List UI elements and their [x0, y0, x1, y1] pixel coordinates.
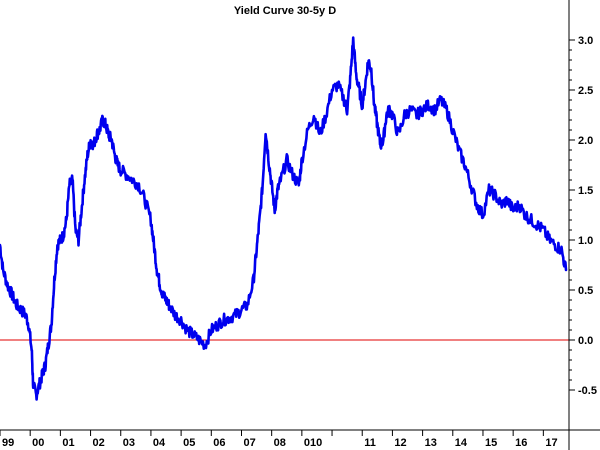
x-tick-label: 11: [364, 437, 376, 449]
x-tick-label: 05: [183, 437, 195, 449]
y-tick-label: 2.0: [578, 135, 593, 147]
x-tick-label: 03: [123, 437, 135, 449]
x-tick-label: 06: [213, 437, 225, 449]
x-tick-label: 13: [425, 437, 437, 449]
chart-title: Yield Curve 30-5y D: [234, 5, 336, 17]
x-tick-label: 010: [304, 437, 322, 449]
y-tick-label: 2.5: [578, 85, 593, 97]
x-tick-label: 99: [2, 437, 14, 449]
x-tick-label: 08: [274, 437, 286, 449]
x-tick-label: 01: [62, 437, 74, 449]
plot-area: [0, 36, 569, 401]
y-tick-label: 3.0: [578, 35, 593, 47]
x-tick-label: 17: [545, 437, 557, 449]
x-tick-label: 00: [32, 437, 44, 449]
x-tick-label: 16: [515, 437, 527, 449]
y-tick-label: 0.5: [578, 285, 593, 297]
x-tick-label: 02: [93, 437, 105, 449]
y-tick-label: -0.5: [578, 385, 597, 397]
x-tick-label: 14: [455, 437, 468, 449]
series-line-0: [0, 36, 568, 401]
y-tick-label: 1.0: [578, 235, 593, 247]
x-tick-label: 15: [485, 437, 497, 449]
x-tick-label: 07: [243, 437, 255, 449]
x-tick-label: 12: [394, 437, 406, 449]
y-tick-label: 0.0: [578, 335, 593, 347]
y-tick-label: 1.5: [578, 185, 593, 197]
x-tick-label: 04: [153, 437, 166, 449]
